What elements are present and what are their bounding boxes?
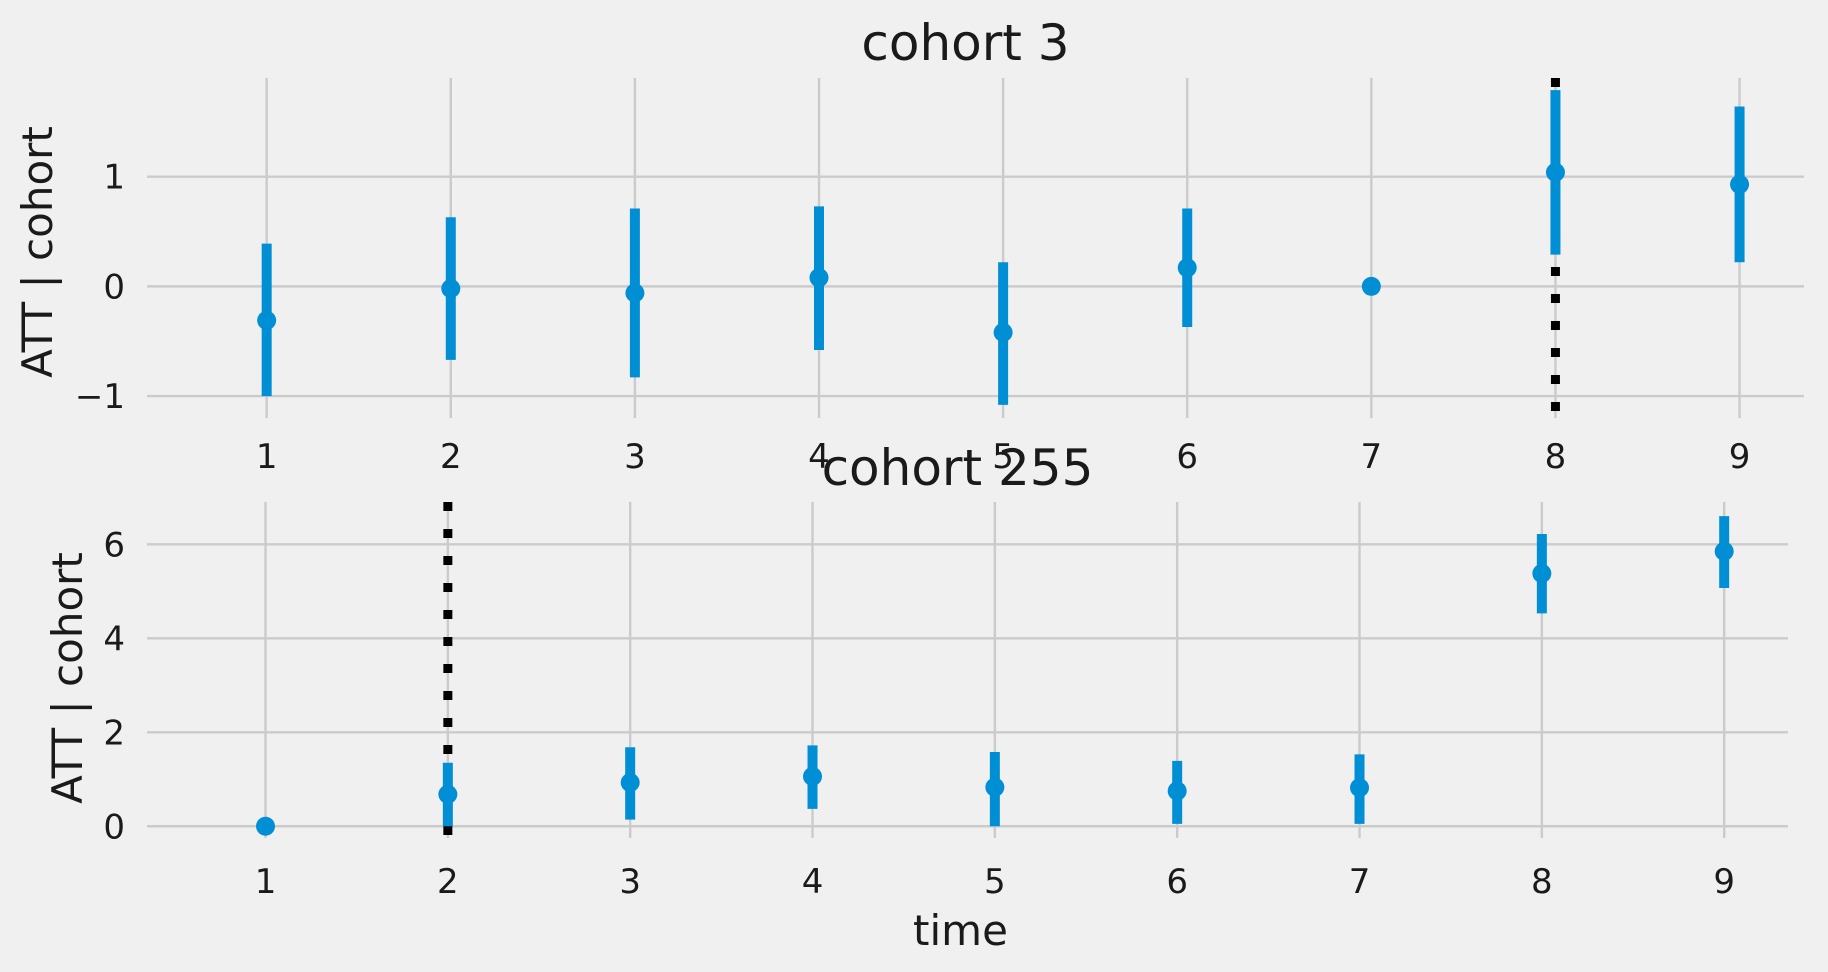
panel-cohort-3: 1 2 3 4 5 6 7 8 9 −1 0 1 cohort 3 ATT | cohort [13,14,1804,477]
x-tick-label: 1 [255,862,277,902]
data-point [1167,781,1187,801]
data-point [441,279,461,299]
data-point [438,784,458,804]
x-tick-label: 8 [1545,437,1567,477]
data-point [257,310,277,330]
x-tick-label: 5 [992,437,1014,477]
x-tick-label: 4 [808,437,830,477]
data-point [1714,541,1734,561]
x-tick-label: 2 [437,862,459,902]
y-tick-label: 0 [103,807,125,847]
chart-title: cohort 255 [822,439,1094,497]
x-tick-label: 9 [1713,862,1735,902]
data-point [985,777,1005,797]
data-point [803,766,823,786]
y-tick-label: −1 [75,377,125,417]
chart-title: cohort 3 [861,14,1069,72]
x-tick-label: 7 [1361,437,1383,477]
data-point [1532,563,1552,583]
x-tick-label: 9 [1729,437,1751,477]
data-point [625,283,645,303]
x-tick-label: 8 [1531,862,1553,902]
y-tick-label: 6 [103,525,125,565]
data-point [993,322,1013,342]
data-point [1545,162,1565,182]
y-axis-label: ATT | cohort [13,126,62,378]
x-tick-label: 6 [1176,437,1198,477]
x-tick-label: 7 [1349,862,1371,902]
x-tick-label: 3 [619,862,641,902]
x-tick-label: 3 [624,437,646,477]
data-point [1177,258,1197,278]
x-tick-label: 4 [802,862,824,902]
x-tick-label: 1 [256,437,278,477]
data-point [1361,276,1381,296]
data-point [809,268,829,288]
y-tick-label: 0 [103,267,125,307]
data-point [620,773,640,793]
y-axis-label: ATT | cohort [43,552,92,804]
x-axis-label: time [913,906,1008,955]
panel-cohort-255: 1 2 3 4 5 6 7 8 9 0 2 4 6 cohort 255 ATT | cohort time [43,439,1788,955]
data-point [1350,778,1370,798]
y-tick-label: 4 [103,619,125,659]
data-point [1730,174,1750,194]
x-tick-label: 6 [1166,862,1188,902]
y-tick-label: 2 [103,713,125,753]
x-tick-label: 5 [984,862,1006,902]
y-tick-label: 1 [103,158,125,198]
x-tick-label: 2 [440,437,462,477]
data-point [256,816,276,836]
